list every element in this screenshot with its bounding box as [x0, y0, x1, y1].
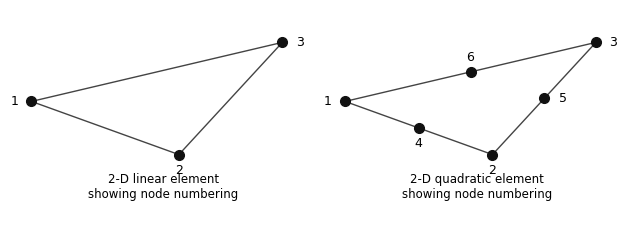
Text: 1: 1: [10, 95, 18, 108]
Text: 2: 2: [175, 164, 183, 177]
Text: 6: 6: [467, 51, 474, 64]
Text: 3: 3: [296, 36, 303, 49]
Text: 4: 4: [415, 137, 423, 150]
Text: 2: 2: [488, 164, 497, 177]
Text: 2-D quadratic element
showing node numbering: 2-D quadratic element showing node numbe…: [402, 173, 552, 201]
Text: 2-D linear element
showing node numbering: 2-D linear element showing node numberin…: [88, 173, 238, 201]
Text: 1: 1: [324, 95, 332, 108]
Text: 5: 5: [559, 92, 567, 105]
Text: 3: 3: [609, 36, 617, 49]
